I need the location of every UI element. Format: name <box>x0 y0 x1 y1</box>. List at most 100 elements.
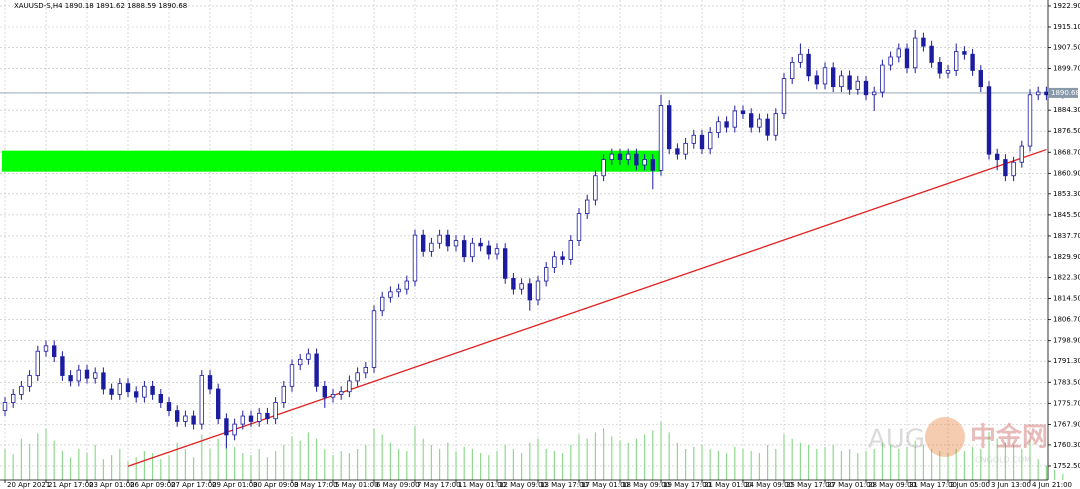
candle-body <box>289 364 295 387</box>
y-tick-label: 1798.90 <box>1053 337 1080 345</box>
x-tick-label: 21 May 01:00 <box>704 481 752 489</box>
candle-body <box>765 118 770 136</box>
watermark-text: 中金网 <box>970 422 1048 453</box>
candle-body <box>470 242 475 258</box>
candle-body <box>601 159 606 177</box>
candle-body <box>306 353 311 360</box>
y-tick-label: 1853.30 <box>1053 190 1080 198</box>
candle-body <box>1027 94 1033 147</box>
volume-bar <box>906 446 908 480</box>
volume-bar <box>45 428 47 480</box>
volume-bar <box>373 428 375 480</box>
volume-bar <box>553 451 555 480</box>
volume-bar <box>348 453 350 480</box>
candle-body <box>52 345 57 358</box>
volume-bar <box>127 461 129 480</box>
volume-bar <box>365 444 367 480</box>
volume-bar <box>758 453 760 480</box>
y-tick-label: 1791.30 <box>1053 357 1080 365</box>
x-tick-label: 3 May 17:00 <box>294 481 338 489</box>
volume-bar <box>102 459 104 480</box>
volume-bar <box>955 448 957 480</box>
y-tick-label: 1814.50 <box>1053 295 1080 303</box>
candle-body <box>388 291 393 298</box>
candle-body <box>1036 91 1041 96</box>
volume-bar <box>176 442 178 480</box>
price-tag-box <box>1048 87 1078 98</box>
candle-body <box>658 105 664 171</box>
volume-bar <box>865 451 867 480</box>
volume-bar <box>594 432 596 480</box>
volume-bar <box>480 453 482 480</box>
candle-body <box>913 37 918 69</box>
candle-body <box>502 248 508 279</box>
volume-bar <box>29 443 31 480</box>
x-tick-label: 4 Jun 21:00 <box>1032 481 1072 489</box>
volume-bar <box>512 448 514 480</box>
volume-bar <box>947 453 949 480</box>
volume-bar <box>381 434 383 480</box>
volume-bar <box>168 455 170 480</box>
candle-body <box>839 75 844 88</box>
candle-body <box>626 153 631 160</box>
candle-body <box>986 86 992 155</box>
candle-body <box>568 240 573 260</box>
volume-bar <box>898 448 900 480</box>
x-tick-label: 27 May 01:00 <box>827 481 875 489</box>
x-tick-label: 23 Apr 01:00 <box>89 481 135 489</box>
volume-bar <box>111 455 113 480</box>
candle-body <box>896 48 901 58</box>
candle-body <box>617 153 623 160</box>
volume-bar <box>783 434 785 480</box>
candle-body <box>814 75 819 85</box>
volume-bar <box>676 442 678 480</box>
volume-bar <box>1021 448 1023 480</box>
volume-bar <box>668 432 670 480</box>
candle-body <box>716 121 721 133</box>
x-tick-label: 25 May 17:00 <box>786 481 834 489</box>
candle-body <box>207 375 213 390</box>
candle-body <box>43 345 49 352</box>
candle-body <box>945 70 951 74</box>
y-tick-label: 1806.70 <box>1053 316 1080 324</box>
watermark-text: CNGOLD.COM <box>975 456 1031 465</box>
volume-bar <box>775 448 777 480</box>
x-tick-label: 28 May 09:00 <box>868 481 916 489</box>
candle-body <box>117 383 122 395</box>
volume-bar <box>439 448 441 480</box>
candle-body <box>347 380 352 393</box>
candle-body <box>166 402 172 412</box>
candle-body <box>593 175 598 201</box>
candle-body <box>798 53 803 63</box>
candle-body <box>355 372 360 382</box>
y-tick-label: 1868.70 <box>1053 148 1080 156</box>
volume-bar <box>832 444 834 480</box>
volume-bar <box>37 433 39 480</box>
volume-bar <box>660 422 662 480</box>
volume-bar <box>20 438 22 480</box>
trendline <box>127 148 1047 467</box>
volume-bar <box>135 457 137 480</box>
volume-bar <box>545 448 547 480</box>
candle-body <box>904 48 910 69</box>
x-tick-label: 6 May 09:00 <box>376 481 420 489</box>
candle-body <box>519 283 524 290</box>
candle-body <box>2 402 8 412</box>
volume-bar <box>225 430 227 480</box>
candle-body <box>650 159 655 171</box>
candle-body <box>585 199 590 214</box>
volume-bar <box>78 448 80 480</box>
candle-body <box>888 56 893 66</box>
volume-bar <box>586 438 588 480</box>
candle-body <box>240 415 245 425</box>
candle-body <box>995 153 1000 160</box>
volume-bar <box>578 434 580 480</box>
volume-bar <box>430 444 432 480</box>
y-tick-label: 1899.70 <box>1053 65 1080 73</box>
candle-body <box>880 64 885 93</box>
volume-bar <box>799 442 801 480</box>
y-tick-label: 1767.90 <box>1053 420 1080 428</box>
candle-body <box>273 402 278 420</box>
candle-body <box>486 245 491 255</box>
